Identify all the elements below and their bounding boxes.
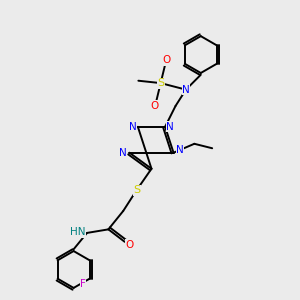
Text: N: N <box>129 122 137 132</box>
Text: O: O <box>151 101 159 111</box>
Text: N: N <box>182 85 190 94</box>
Text: S: S <box>133 185 140 195</box>
Text: O: O <box>125 240 133 250</box>
Text: N: N <box>176 145 184 155</box>
Text: HN: HN <box>70 227 86 237</box>
Text: O: O <box>163 55 171 65</box>
Text: N: N <box>119 148 127 158</box>
Text: S: S <box>157 78 164 88</box>
Text: F: F <box>80 279 86 289</box>
Text: N: N <box>166 122 174 132</box>
